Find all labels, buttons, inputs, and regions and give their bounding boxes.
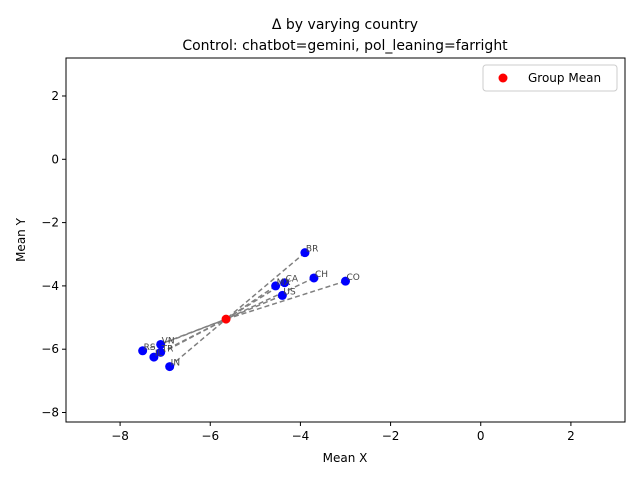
data-point-us [277,290,287,300]
connector-line [153,318,227,358]
data-point-br [300,248,310,258]
plot-frame [65,57,626,423]
legend-label-group-mean: Group Mean [528,71,601,85]
point-label-tr: TR [161,344,174,354]
legend-box [482,64,618,92]
x-axis-label: Mean X [323,451,368,465]
x-tick-label: −4 [292,429,310,443]
legend: Group Mean [482,64,618,92]
x-tick-label: 2 [567,429,575,443]
connector-line [225,277,315,320]
point-label-mx: MX [277,278,291,288]
group-mean-point [221,314,231,324]
connector-line [160,318,227,346]
y-tick-label: 0 [51,152,59,166]
data-point-rs [138,346,148,356]
data-point-in [165,362,175,372]
point-label-co: CO [347,273,360,283]
chart-title: Δ by varying country [272,17,418,33]
connector-line [225,285,277,320]
x-tick-label: 0 [477,429,485,443]
point-label-in: IN [171,359,180,369]
data-point-tr [156,347,166,357]
point-label-us: US [283,287,296,297]
connector-line [225,280,346,320]
data-point-ca [280,278,290,288]
point-label-il: IL [155,349,163,359]
point-label-ch: CH [315,270,328,280]
connector-line [225,252,306,320]
data-point-vn [156,339,166,349]
point-label-vn: VN [162,336,175,346]
point-label-ca: CA [286,275,299,285]
point-label-rs: RS [144,343,156,353]
x-tick-label: −2 [382,429,400,443]
data-point-co [341,276,350,286]
connector-line [169,318,227,368]
y-tick-label: −6 [41,342,59,356]
data-point-ch [309,273,319,283]
chart-subtitle: Control: chatbot=gemini, pol_leaning=far… [182,38,508,54]
y-tick-label: −8 [41,406,59,420]
y-axis-label: Mean Y [14,217,28,262]
y-tick-label: 2 [51,89,59,103]
connector-line [142,318,227,352]
x-tick-label: −8 [111,429,129,443]
point-label-br: BR [306,245,318,255]
data-point-il [149,352,159,362]
data-point-mx [271,281,281,291]
y-tick-label: −2 [41,216,59,230]
y-tick-label: −4 [41,279,59,293]
x-tick-label: −6 [201,429,219,443]
connector-line [225,294,283,320]
legend-marker-group-mean [498,73,508,83]
